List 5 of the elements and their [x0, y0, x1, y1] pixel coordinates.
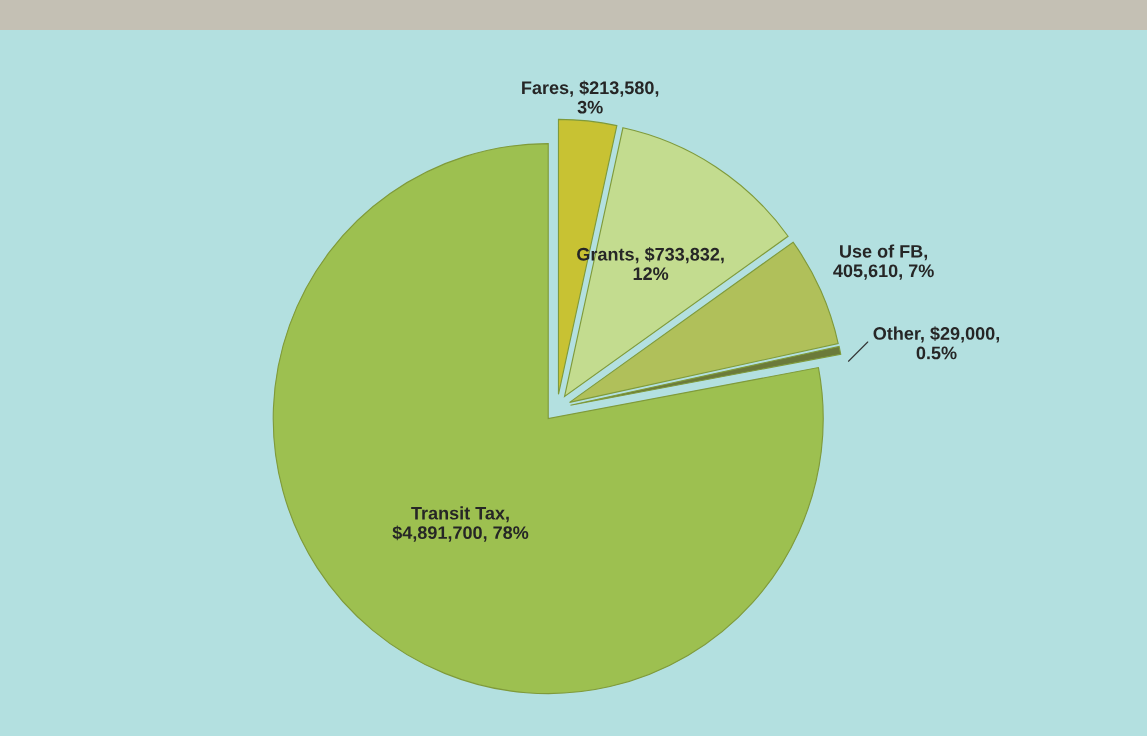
- slice-label: Other, $29,000, 0.5%: [873, 326, 1000, 360]
- slice-label: Grants, $733,832, 12%: [577, 247, 724, 281]
- slice-label: Fares, $213,580, 3%: [522, 80, 659, 114]
- slice-label: Use of FB, 405,610, 7%: [833, 244, 934, 280]
- slice-label: Transit Tax, $4,891,700, 78%: [392, 506, 529, 542]
